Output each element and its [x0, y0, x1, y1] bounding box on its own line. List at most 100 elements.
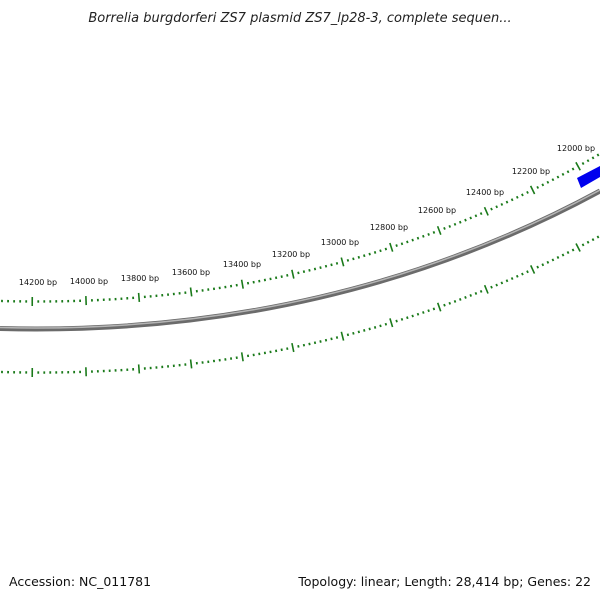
outer-minor-tick [536, 185, 540, 189]
inner-major-tick [137, 364, 141, 374]
outer-minor-tick [515, 195, 519, 199]
inner-minor-tick [591, 238, 595, 242]
inner-minor-tick [427, 309, 430, 313]
outer-minor-tick [521, 193, 524, 197]
outer-minor-tick [324, 264, 328, 268]
outer-minor-tick [571, 167, 575, 171]
scale-label-12000: 12000 bp [557, 144, 595, 153]
inner-minor-tick [406, 316, 409, 320]
scale-label-13000: 13000 bp [321, 238, 359, 247]
inner-major-tick [436, 302, 442, 312]
inner-minor-tick [556, 256, 560, 259]
inner-minor-tick [469, 294, 472, 297]
outer-major-tick [291, 269, 295, 279]
sequence-backbone [0, 188, 600, 332]
outer-minor-tick [443, 227, 446, 230]
outer-minor-tick [510, 198, 514, 202]
inner-major-tick [530, 265, 536, 274]
inner-minor-tick [500, 281, 504, 285]
map-title: Borrelia burgdorferi ZS7 plasmid ZS7_lp2… [88, 11, 511, 26]
scale-label-13400: 13400 bp [223, 260, 261, 269]
inner-minor-tick [541, 263, 545, 267]
outer-minor-tick [330, 263, 333, 267]
inner-minor-tick [379, 324, 382, 328]
inner-minor-tick [510, 277, 514, 280]
topology-summary: Topology: linear; Length: 28,414 bp; Gen… [297, 574, 591, 589]
inner-minor-tick [515, 274, 519, 278]
outer-minor-tick [490, 207, 493, 211]
outer-minor-tick [286, 274, 289, 277]
inner-minor-tick [352, 331, 355, 335]
outer-major-tick [137, 292, 141, 302]
inner-minor-tick [561, 253, 565, 257]
scale-labels: 14200 bp 14000 bp 13800 bp 13600 bp 1340… [19, 144, 595, 287]
outer-minor-tick [373, 251, 377, 254]
outer-minor-tick [495, 205, 498, 209]
scale-label-12600: 12600 bp [418, 206, 456, 215]
accession-text: Accession: NC_011781 [9, 574, 151, 589]
inner-minor-tick [505, 279, 509, 283]
outer-major-tick [575, 161, 581, 171]
inner-minor-tick [546, 260, 550, 264]
outer-minor-tick [395, 244, 398, 247]
outer-minor-tick [427, 232, 430, 236]
inner-minor-tick [458, 297, 462, 301]
scale-label-13800: 13800 bp [121, 274, 159, 283]
inner-minor-tick [490, 285, 493, 289]
inner-major-tick [291, 342, 295, 353]
outer-minor-tick [335, 261, 339, 265]
outer-minor-tick [384, 247, 388, 251]
inner-minor-tick [368, 327, 371, 331]
outer-minor-tick [357, 255, 361, 259]
outer-minor-tick [566, 170, 570, 174]
outer-minor-tick [448, 224, 452, 228]
inner-minor-tick [324, 338, 328, 342]
inner-minor-tick [363, 329, 366, 332]
inner-minor-tick [464, 296, 467, 299]
inner-major-tick [240, 352, 244, 362]
inner-minor-tick [422, 311, 425, 314]
outer-minor-tick [551, 178, 555, 182]
inner-minor-tick [586, 240, 590, 244]
gene-feature[interactable] [577, 166, 600, 188]
inner-major-tick [575, 243, 581, 252]
outer-minor-tick [432, 231, 436, 234]
outer-minor-tick [581, 162, 585, 165]
outer-minor-tick [586, 159, 590, 163]
inner-minor-tick [297, 345, 300, 348]
outer-minor-tick [297, 271, 300, 275]
inner-minor-tick [330, 337, 333, 341]
inner-minor-tick [495, 283, 498, 287]
inner-minor-tick [384, 322, 388, 326]
outer-minor-tick [479, 212, 483, 216]
outer-major-tick [189, 287, 193, 297]
scale-label-12800: 12800 bp [370, 223, 408, 232]
inner-major-tick [340, 331, 345, 341]
inner-minor-tick [313, 341, 317, 345]
outer-major-tick [529, 185, 536, 195]
outer-minor-tick [546, 180, 550, 184]
outer-minor-tick [302, 270, 306, 274]
outer-minor-tick [541, 183, 545, 187]
outer-major-tick [240, 279, 244, 289]
inner-major-tick [389, 318, 394, 328]
scale-label-13600: 13600 bp [172, 268, 210, 277]
scale-label-12200: 12200 bp [512, 167, 550, 176]
sequence-backbone-highlight [0, 189, 600, 329]
inner-minor-tick [521, 272, 524, 276]
outer-minor-tick [313, 267, 317, 271]
inner-minor-tick [416, 312, 420, 316]
inner-minor-tick [596, 235, 600, 239]
outer-minor-tick [368, 252, 371, 256]
outer-minor-tick [561, 172, 565, 176]
inner-minor-tick [448, 301, 452, 305]
outer-minor-tick [416, 236, 420, 240]
outer-major-tick [389, 242, 394, 252]
inner-minor-tick [373, 326, 377, 329]
inner-minor-tick [479, 289, 483, 293]
outer-minor-tick [526, 190, 529, 194]
outer-minor-tick [319, 266, 322, 270]
scale-label-12400: 12400 bp [466, 188, 504, 197]
inner-minor-tick [566, 251, 570, 255]
